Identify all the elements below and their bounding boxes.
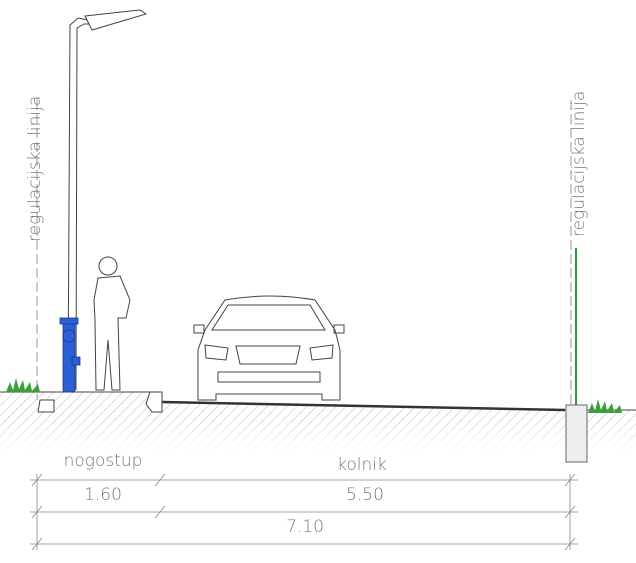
zone-roadway: kolnik <box>337 455 387 475</box>
hydrant <box>59 317 81 393</box>
dimension-lines <box>30 473 578 551</box>
person <box>93 256 131 391</box>
zone-sidewalk: nogostup <box>64 451 143 471</box>
dimension-sidewalk: 1.60 <box>84 485 122 505</box>
grass <box>6 378 622 413</box>
dimension-total: 7.10 <box>286 517 324 537</box>
regulation-label-left: regulacijska linija <box>25 96 45 242</box>
street-lamp <box>67 9 148 391</box>
dimension-roadway: 5.50 <box>346 485 384 505</box>
fence <box>565 248 588 463</box>
curb <box>37 391 163 413</box>
car <box>193 295 345 401</box>
ground <box>0 391 636 452</box>
regulation-label-right: regulacijska linija <box>569 91 589 237</box>
